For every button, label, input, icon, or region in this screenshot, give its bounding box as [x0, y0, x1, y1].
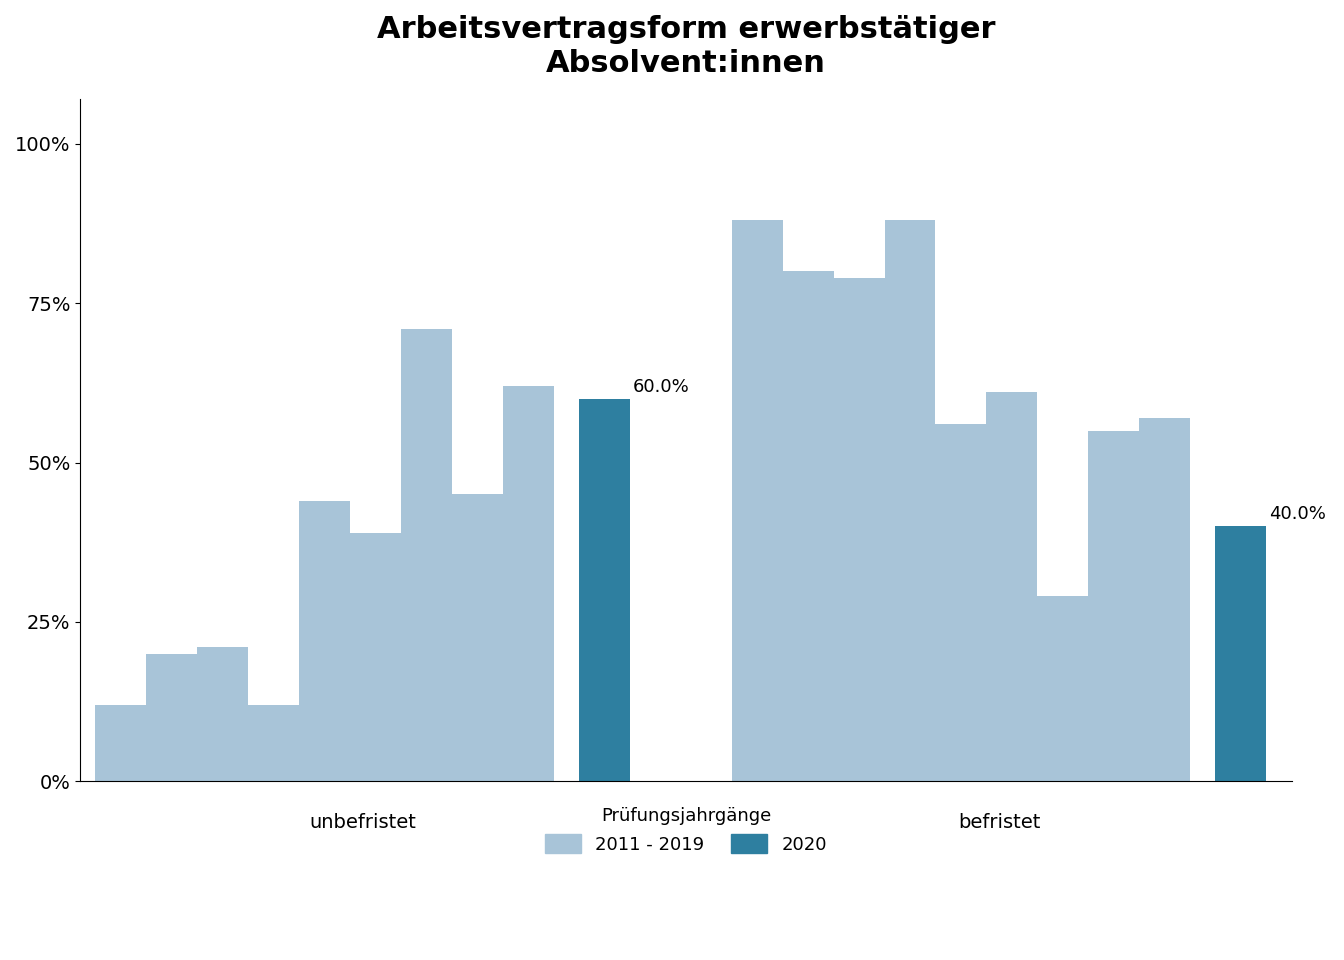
Bar	[986, 393, 1038, 781]
Bar	[503, 386, 554, 781]
Bar	[249, 705, 300, 781]
Text: befristet: befristet	[958, 813, 1040, 832]
Bar	[1140, 418, 1189, 781]
Bar	[95, 705, 146, 781]
Bar	[884, 221, 935, 781]
Bar	[349, 533, 401, 781]
Bar	[300, 501, 349, 781]
Bar	[1038, 596, 1089, 781]
Text: unbefristet: unbefristet	[309, 813, 417, 832]
Bar	[579, 398, 630, 781]
Bar	[401, 328, 452, 781]
Bar	[935, 424, 986, 781]
Bar	[1215, 526, 1266, 781]
Title: Arbeitsvertragsform erwerbstätiger
Absolvent:innen: Arbeitsvertragsform erwerbstätiger Absol…	[376, 15, 996, 78]
Text: 60.0%: 60.0%	[633, 377, 689, 396]
Bar	[452, 494, 503, 781]
Bar	[1089, 431, 1140, 781]
Bar	[198, 647, 249, 781]
Text: 40.0%: 40.0%	[1269, 505, 1325, 523]
Bar	[833, 277, 884, 781]
Bar	[782, 272, 833, 781]
Bar	[146, 654, 198, 781]
Bar	[732, 221, 782, 781]
Legend: 2011 - 2019, 2020: 2011 - 2019, 2020	[538, 800, 835, 861]
